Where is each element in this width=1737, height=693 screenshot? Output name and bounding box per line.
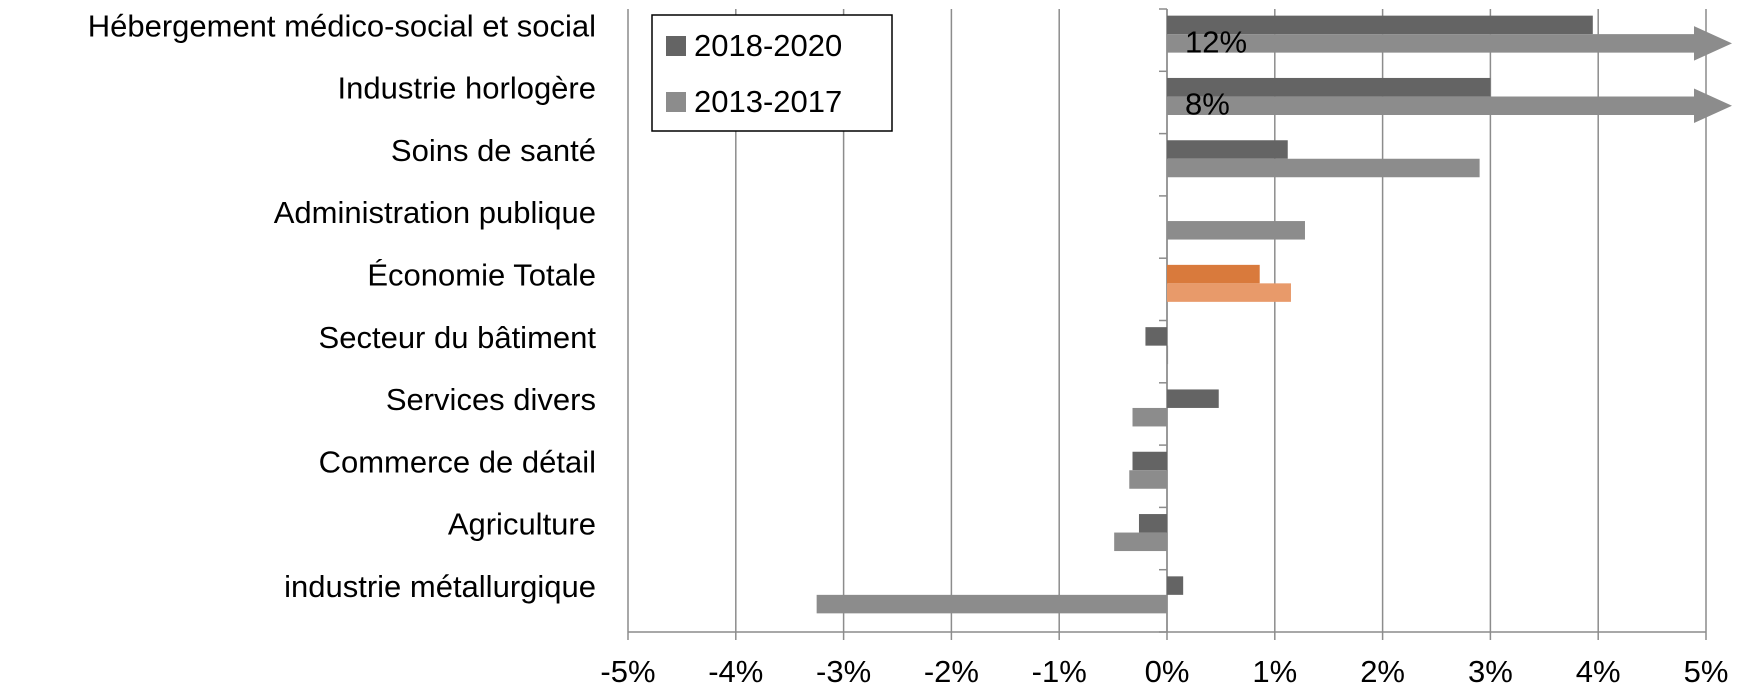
y-tick-label: Industrie horlogère [338,71,597,106]
legend-swatch [666,36,686,56]
y-tick-label: Secteur du bâtiment [319,320,597,355]
legend-swatch [666,92,686,112]
y-tick-label: Services divers [386,382,596,417]
y-tick-label: industrie métallurgique [284,569,596,604]
bar [1132,451,1167,471]
y-tick-label: Commerce de détail [319,444,596,479]
y-tick-label: Hébergement médico-social et social [88,8,596,43]
x-tick-label: 3% [1468,654,1513,689]
bar [1167,345,1169,365]
x-tick-label: 4% [1576,654,1621,689]
y-tick-label: Agriculture [448,507,596,542]
x-tick-label: -1% [1032,654,1087,689]
bar [1167,140,1288,159]
y-tick-label: Soins de santé [391,133,596,168]
bar [1167,389,1219,408]
bar-overflow [1167,26,1732,61]
bar [1167,576,1184,595]
bar [1132,407,1167,427]
bar [816,594,1167,614]
bar [1167,77,1491,97]
bar [1145,327,1167,346]
value-label: 8% [1185,87,1230,122]
bar [1129,470,1167,489]
bar [1167,158,1480,178]
x-tick-label: -2% [924,654,979,689]
bar [1167,264,1260,284]
x-tick-label: -5% [600,654,655,689]
y-tick-label: Administration publique [274,195,596,230]
bar [1167,221,1305,240]
x-tick-label: -4% [708,654,763,689]
x-tick-label: 2% [1360,654,1405,689]
legend-box [651,14,893,132]
bar [1167,283,1291,302]
y-tick-label: Économie Totale [367,258,596,293]
x-tick-label: -3% [816,654,871,689]
bar [1167,15,1593,35]
legend-label: 2018-2020 [694,28,842,63]
bar [1138,514,1167,533]
legend-label: 2013-2017 [694,84,842,119]
x-tick-label: 5% [1684,654,1729,689]
x-tick-label: 0% [1145,654,1190,689]
x-tick-label: 1% [1252,654,1297,689]
bar-overflow [1167,88,1732,123]
value-label: 12% [1185,24,1247,59]
bar [1114,532,1167,552]
